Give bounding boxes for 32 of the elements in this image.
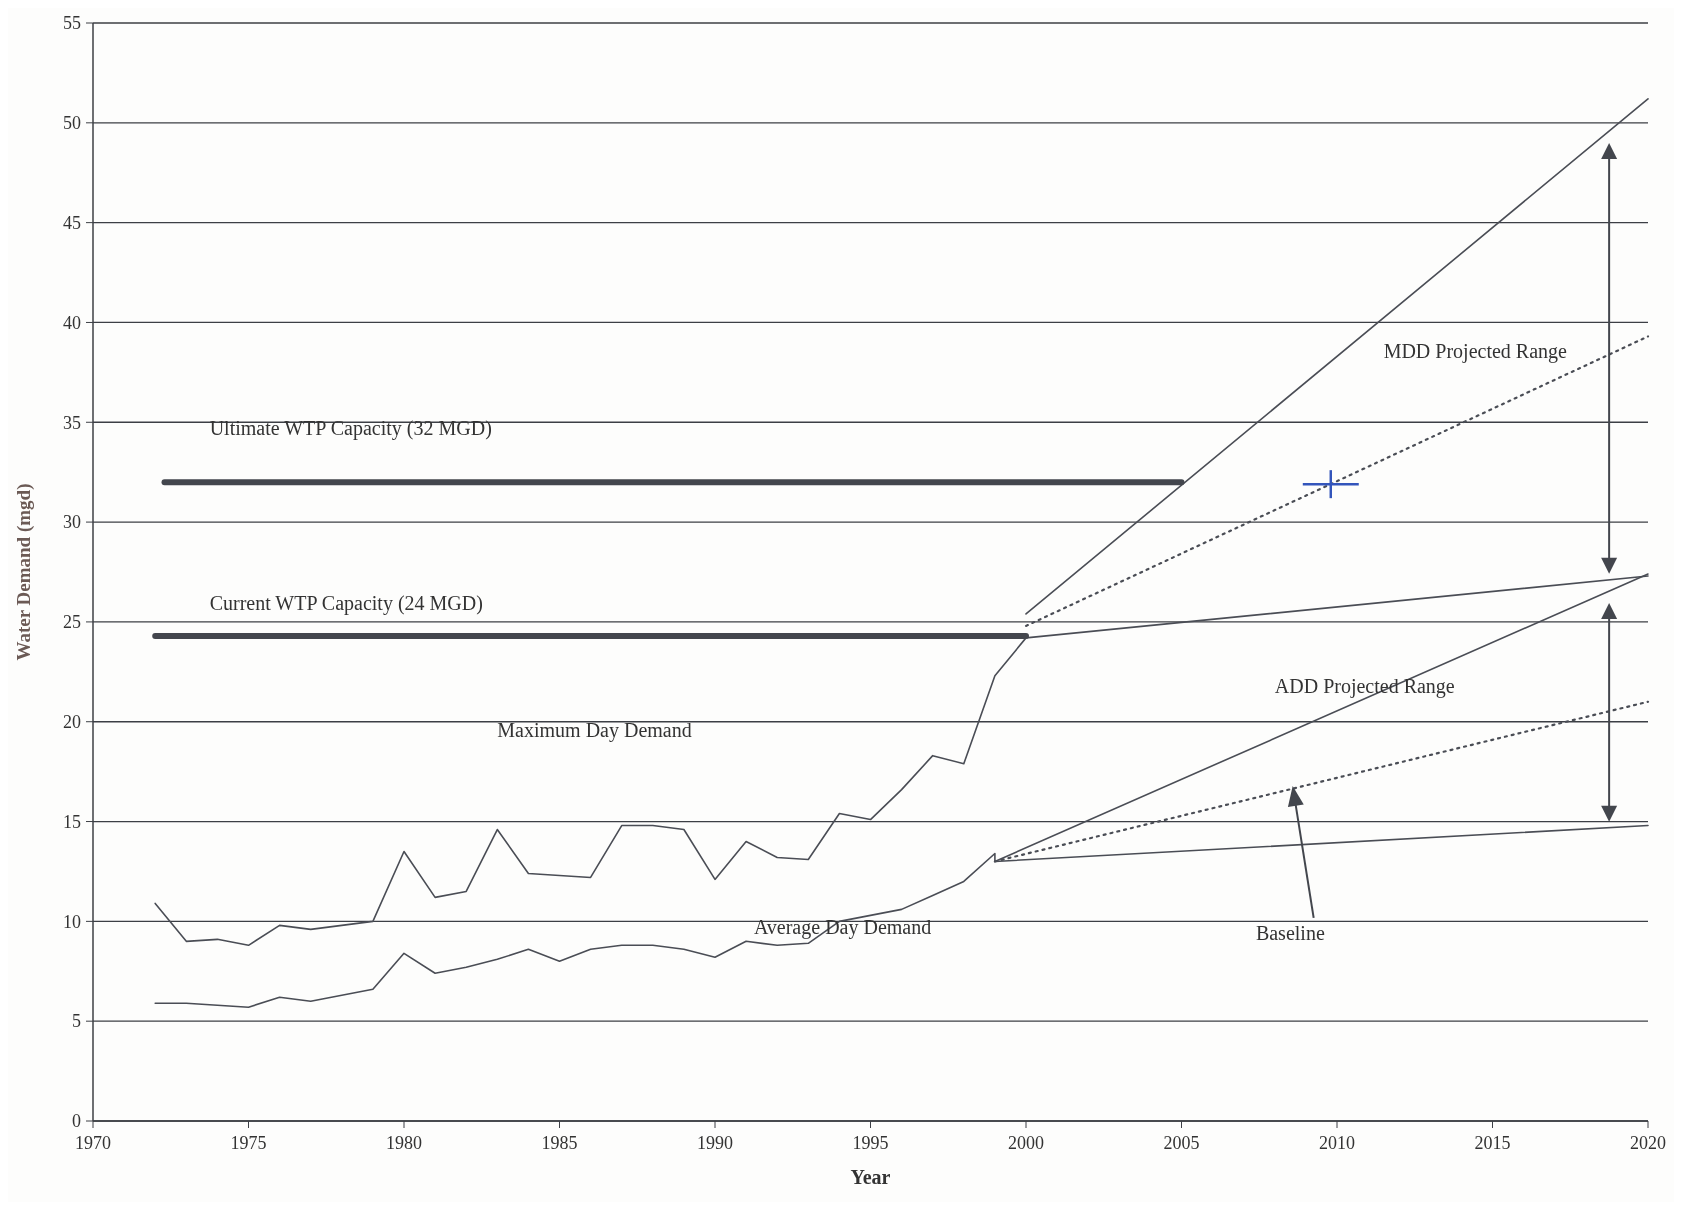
x-tick-label: 1970: [75, 1133, 111, 1153]
y-axis-title: Water Demand (mgd): [13, 483, 35, 661]
annotation: Current WTP Capacity (24 MGD): [209, 592, 483, 616]
x-tick-label: 1975: [230, 1133, 267, 1153]
x-tick-label: 1990: [697, 1133, 733, 1153]
y-tick-label: 55: [63, 13, 81, 34]
y-tick-label: 20: [63, 712, 81, 733]
y-tick-label: 0: [72, 1111, 81, 1132]
annotation: ADD Projected Range: [1274, 674, 1455, 698]
annotation: Maximum Day Demand: [497, 718, 692, 742]
y-tick-label: 10: [63, 911, 81, 932]
x-axis-title: Year: [850, 1166, 891, 1188]
y-tick-label: 25: [63, 612, 81, 633]
y-tick-label: 30: [63, 512, 81, 533]
x-tick-label: 1985: [541, 1133, 578, 1153]
annotation: Baseline: [1255, 921, 1325, 944]
y-tick-label: 45: [63, 212, 81, 233]
x-tick-label: 2000: [1008, 1133, 1044, 1153]
x-tick-label: 2020: [1630, 1133, 1666, 1153]
annotation: MDD Projected Range: [1383, 339, 1568, 363]
annotation: Ultimate WTP Capacity (32 MGD): [209, 416, 492, 440]
y-tick-label: 50: [63, 113, 81, 134]
y-tick-label: 5: [72, 1011, 81, 1032]
y-tick-label: 35: [63, 412, 81, 433]
x-tick-label: 2010: [1319, 1133, 1355, 1153]
y-tick-label: 40: [63, 312, 81, 333]
y-tick-label: 15: [63, 811, 81, 832]
annotation: Average Day Demand: [753, 916, 932, 940]
x-tick-label: 2005: [1163, 1133, 1200, 1153]
x-tick-label: 1980: [386, 1133, 422, 1153]
x-tick-label: 2015: [1474, 1133, 1511, 1153]
x-tick-label: 1995: [852, 1133, 889, 1153]
